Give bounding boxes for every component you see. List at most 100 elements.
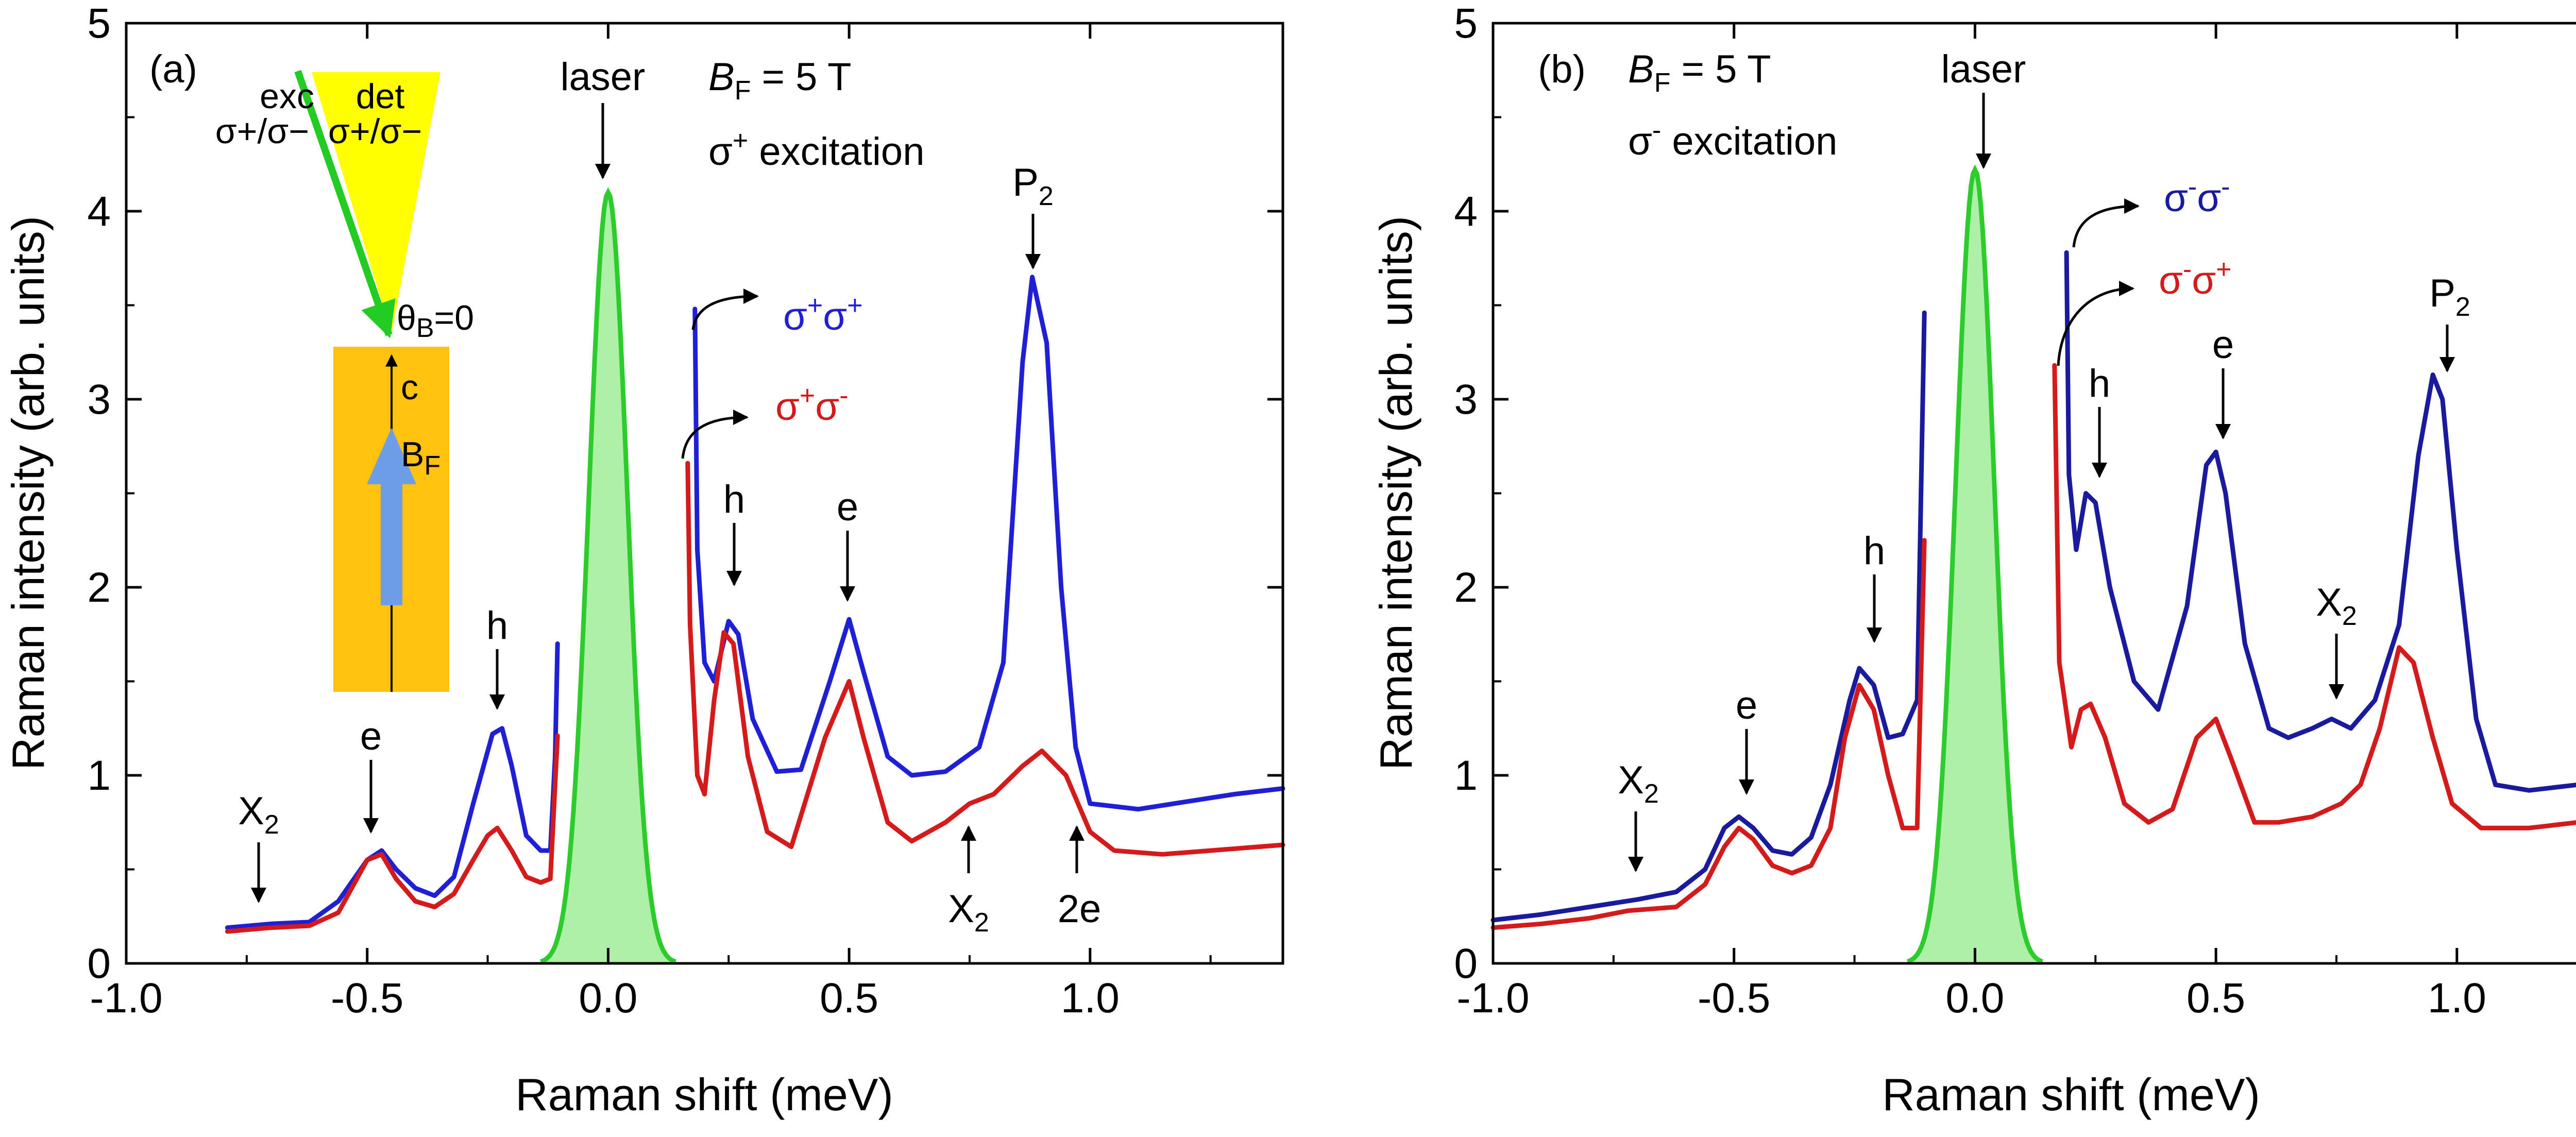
panel-a-xlabel: Raman shift (meV) bbox=[515, 1069, 893, 1120]
panel-a-x2-pos-x: X bbox=[948, 887, 974, 931]
panel-b-s2-sup1: - bbox=[2183, 254, 2192, 284]
panel-a-series-2-segment-1 bbox=[225, 733, 560, 934]
panel-a-2e-label: 2e bbox=[1058, 887, 1101, 931]
panel-b-xtick-label: -0.5 bbox=[1698, 975, 1770, 1022]
panel-b-s2-sigma1: σ bbox=[2159, 259, 2183, 302]
panel-b-ytick-label: 2 bbox=[1454, 564, 1478, 611]
panel-b-xtick-label: 0.5 bbox=[2187, 975, 2245, 1022]
panel-a-ytick-label: 3 bbox=[87, 376, 111, 423]
panel-b-series2-pointer bbox=[2057, 281, 2134, 366]
panel-b-excitation: σ- excitation bbox=[1628, 115, 1837, 163]
panel-b-p2-label: P2 bbox=[2429, 271, 2470, 322]
inset-theta-sub: B bbox=[416, 313, 434, 343]
inset-det-label: det bbox=[356, 77, 405, 116]
geometry-inset: exc σ+/σ− det σ+/σ− θB=0 c BF bbox=[215, 70, 474, 692]
panel-a-s1-sup1: + bbox=[807, 291, 823, 320]
panel-b-ytick-label: 3 bbox=[1454, 376, 1478, 423]
panel-a-series2-pointer bbox=[681, 410, 749, 459]
inset-det-pol: σ+/σ− bbox=[328, 112, 422, 151]
panel-a-p2-sub: 2 bbox=[1039, 181, 1054, 211]
panel-a-ytick-label: 1 bbox=[87, 752, 111, 799]
panel-a-h-neg-label: h bbox=[486, 604, 508, 648]
panel-b-ytick-label: 1 bbox=[1454, 752, 1478, 799]
panel-b-series-1-segment-1 bbox=[1490, 310, 1927, 923]
panel-a-x2-neg-x: X bbox=[238, 789, 264, 833]
panel-a-series2-label: σ+σ- bbox=[775, 381, 849, 429]
panel-a-xtick-label: 1.0 bbox=[1061, 975, 1120, 1022]
panel-b-ylabel: Raman intensity (arb. units) bbox=[1370, 216, 1421, 770]
panel-b-h-pos-label: h bbox=[2089, 362, 2110, 405]
panel-b-s2-sigma2: σ bbox=[2192, 259, 2216, 302]
panel-a-series-1-segment-2 bbox=[692, 275, 1285, 812]
inset-theta-val: =0 bbox=[434, 298, 474, 337]
panel-a-ylabel: Raman intensity (arb. units) bbox=[3, 216, 54, 770]
panel-b-x2-pos-sub: 2 bbox=[2342, 601, 2357, 631]
panel-b-ytick-label: 4 bbox=[1454, 188, 1478, 235]
panel-a-excitation: σ+ excitation bbox=[708, 126, 924, 174]
panel-a-s2-sup1: + bbox=[800, 381, 815, 411]
panel-b: -1.0 -0.5 0.0 0.5 1.0 0 1 2 3 4 5 Raman shift (meV… bbox=[1370, 0, 2576, 1120]
panel-b-p2-p: P bbox=[2429, 271, 2455, 315]
panel-b-tag: (b) bbox=[1538, 47, 1586, 91]
panel-b-xtick-label: 0.0 bbox=[1945, 975, 2004, 1022]
panel-a-x2-neg-sub: 2 bbox=[264, 810, 279, 840]
panel-a-laser-fill bbox=[540, 192, 676, 963]
panel-a-exc-text: excitation bbox=[748, 130, 924, 174]
panel-a: -1.0 -0.5 0.0 0.5 1.0 0 1 2 3 4 5 Raman shift (meV… bbox=[3, 0, 1285, 1120]
panel-b-field-value: = 5 T bbox=[1670, 47, 1771, 91]
panel-a-p2-p: P bbox=[1012, 161, 1039, 205]
panel-b-laser-label: laser bbox=[1941, 47, 2026, 91]
panel-a-series-2-segment-2 bbox=[685, 461, 1285, 857]
panel-b-xtick-label: -1.0 bbox=[1456, 975, 1529, 1022]
panel-b-data bbox=[1490, 164, 2576, 964]
panel-b-xtick-label: 1.0 bbox=[2428, 975, 2486, 1022]
inset-theta-label: θB=0 bbox=[397, 298, 474, 343]
panel-a-series-1-segment-1 bbox=[225, 641, 560, 930]
panel-a-xtick-label: -1.0 bbox=[90, 975, 162, 1022]
inset-exc-label: exc bbox=[260, 77, 314, 116]
panel-a-field-sub: F bbox=[735, 76, 751, 106]
panel-a-laser-label: laser bbox=[561, 55, 646, 99]
panel-a-series1-label: σ+σ+ bbox=[783, 291, 863, 338]
panel-a-ytick-label: 0 bbox=[87, 940, 111, 987]
panel-b-series-2-segment-2 bbox=[2052, 363, 2576, 830]
field-arrow-head bbox=[367, 428, 416, 484]
panel-a-s2-sigma1: σ bbox=[775, 385, 800, 429]
panel-b-s1-sup1: - bbox=[2188, 172, 2197, 202]
inset-b: B bbox=[401, 435, 424, 474]
panel-a-s1-sup2: + bbox=[847, 291, 862, 320]
panel-a-xtick-label: 0.0 bbox=[579, 975, 637, 1022]
panel-a-s1-sigma2: σ bbox=[823, 295, 847, 338]
panel-a-laser-line bbox=[540, 187, 676, 964]
inset-theta: θ bbox=[397, 298, 416, 337]
panel-b-x2-neg-sub: 2 bbox=[1644, 779, 1659, 809]
panel-b-ytick-label: 5 bbox=[1454, 0, 1478, 47]
panel-a-ytick-label: 2 bbox=[87, 564, 111, 611]
panel-a-field-value: = 5 T bbox=[751, 55, 851, 99]
panel-a-s2-sup2: - bbox=[839, 381, 848, 411]
detection-cone bbox=[312, 72, 440, 334]
panel-a-ytick-label: 4 bbox=[87, 188, 111, 235]
panel-a-frame bbox=[125, 22, 1284, 965]
panel-b-axes: -1.0 -0.5 0.0 0.5 1.0 0 1 2 3 4 5 bbox=[1454, 0, 2486, 1022]
panel-b-series1-pointer bbox=[2072, 198, 2140, 248]
panel-b-s1-sigma1: σ bbox=[2164, 176, 2188, 220]
panel-b-x2-neg-label: X2 bbox=[1618, 758, 1659, 809]
panel-b-series2-label: σ-σ+ bbox=[2159, 254, 2232, 302]
panel-b-field-b: B bbox=[1628, 47, 1654, 91]
panel-b-x2-pos-x: X bbox=[2316, 581, 2342, 624]
panel-b-exc-sup: - bbox=[1652, 115, 1661, 145]
panel-a-p2-label: P2 bbox=[1012, 161, 1054, 211]
panel-b-series-1-segment-2 bbox=[2064, 250, 2576, 793]
panel-a-tag: (a) bbox=[149, 47, 197, 91]
panel-b-xlabel: Raman shift (meV) bbox=[1882, 1069, 2260, 1120]
panel-a-series1-pointer bbox=[691, 289, 759, 330]
panel-a-exc-sup: + bbox=[733, 126, 748, 156]
panel-b-s1-sigma2: σ bbox=[2197, 176, 2221, 220]
panel-a-xtick-label: 0.5 bbox=[820, 975, 878, 1022]
panel-b-series-2-segment-1 bbox=[1490, 538, 1927, 930]
panel-a-x2-pos-sub: 2 bbox=[974, 908, 989, 938]
panel-b-laser-line bbox=[1906, 164, 2043, 964]
panel-a-axes: -1.0 -0.5 0.0 0.5 1.0 0 1 2 3 4 5 bbox=[87, 0, 1283, 1022]
